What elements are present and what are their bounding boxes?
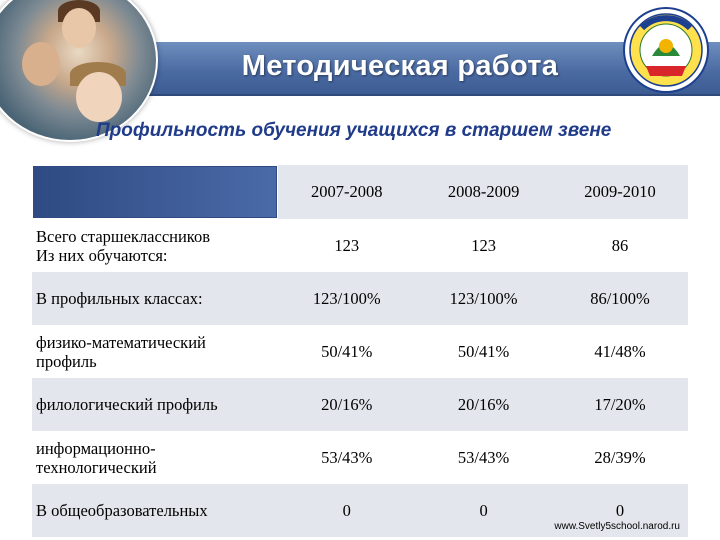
table-header-row: 2007-2008 2008-2009 2009-2010 — [32, 165, 688, 219]
table-cell: 86/100% — [552, 272, 688, 325]
row-label: филологический профиль — [32, 378, 279, 431]
row-label: В профильных классах: — [32, 272, 279, 325]
table-cell: 123 — [471, 235, 496, 255]
page-title: Методическая работа — [241, 50, 559, 82]
table-row: информационно-технологический 53/43% 53/… — [32, 431, 688, 484]
row-label: физико-математический профиль — [36, 332, 206, 371]
row-label: Всего старшеклассников Из них обучаются: — [36, 226, 211, 265]
table-subtitle: Профильность обучения учащихся в старшем… — [96, 120, 612, 141]
table-cell: 86 — [611, 235, 629, 255]
table-cell: 123 — [334, 235, 360, 255]
table-cell: 28/39% — [594, 447, 646, 467]
table-row: физико-математический профиль 50/41% 50/4… — [32, 325, 688, 378]
footer-url: www.Svetly5school.narod.ru — [554, 521, 680, 532]
year-header: 2008-2009 — [415, 165, 553, 219]
table-cell: 0 — [552, 484, 688, 537]
table-cell: 41/48% — [594, 341, 646, 361]
table-cell: 17/20% — [552, 378, 688, 431]
table-cell: 20/16% — [415, 378, 553, 431]
table-cell: 20/16% — [278, 378, 416, 431]
table-row: Всего старшеклассников Из них обучаются: … — [32, 219, 688, 272]
table-row: В профильных классах: 123/100% 123/100% … — [32, 272, 688, 325]
table-cell: 123/100% — [415, 272, 553, 325]
row-label: информационно-технологический — [36, 438, 157, 477]
header-corner-cell — [32, 165, 279, 219]
school-emblem-icon — [623, 7, 709, 93]
table-row: филологический профиль 20/16% 20/16% 17/… — [32, 378, 688, 431]
table-cell: 50/41% — [321, 341, 373, 361]
table-cell: 0 — [415, 484, 553, 537]
profile-table: 2007-2008 2008-2009 2009-2010 Всего стар… — [32, 165, 688, 537]
table-cell: 123/100% — [278, 272, 416, 325]
table-cell: 0 — [278, 484, 416, 537]
students-photo — [0, 0, 158, 142]
row-label: В общеобразовательных — [32, 484, 279, 537]
table-row: В общеобразовательных 0 0 0 — [32, 484, 688, 537]
table-cell: 53/43% — [457, 447, 510, 467]
table-cell: 50/41% — [457, 341, 510, 361]
year-header: 2007-2008 — [278, 165, 416, 219]
year-header: 2009-2010 — [552, 165, 688, 219]
table-cell: 53/43% — [321, 447, 373, 467]
